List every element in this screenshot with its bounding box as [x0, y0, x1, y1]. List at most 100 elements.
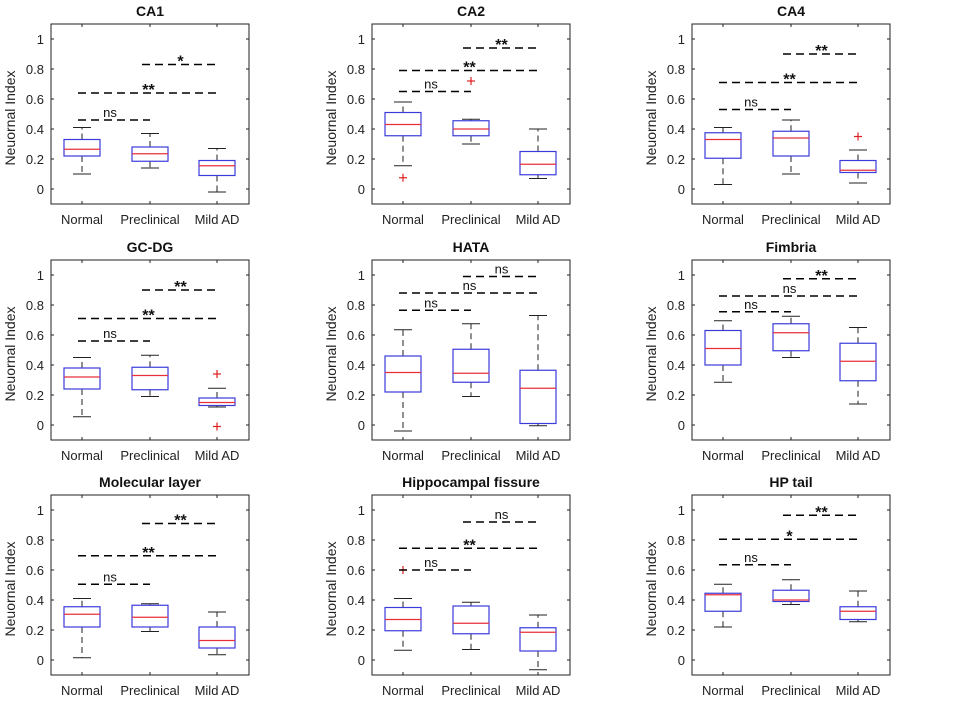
box-normal [384, 101, 422, 182]
boxplot-panel: CA1 0 0.2 0.4 0.6 0.8 1 Neuornal Index Normal Pre… [2, 3, 250, 227]
box-preclinical [772, 119, 810, 175]
boxplot-panel: HP tail 0 0.2 0.4 0.6 0.8 1 Neuornal Index Norma… [643, 474, 891, 698]
axes-frame [691, 23, 891, 205]
x-tick-label: Normal [61, 212, 103, 227]
y-tick-label: 0.4 [26, 358, 44, 373]
x-tick-label: Mild AD [195, 212, 240, 227]
box-preclinical [452, 601, 490, 650]
x-tick-label: Normal [382, 683, 424, 698]
x-tick-label: Normal [702, 448, 744, 463]
x-tick-label: Preclinical [761, 683, 820, 698]
axes-frame [50, 259, 250, 441]
significance-label: ns [424, 555, 438, 570]
x-tick-label: Preclinical [761, 448, 820, 463]
x-tick-label: Normal [61, 448, 103, 463]
x-tick-label: Mild AD [836, 448, 881, 463]
panel-title: CA1 [136, 3, 164, 19]
box-preclinical [131, 603, 169, 632]
box-preclinical [452, 77, 490, 145]
y-tick-label: 0.2 [347, 152, 365, 167]
iqr-box [519, 369, 557, 425]
x-tick-label: Preclinical [761, 212, 820, 227]
y-tick-label: 0.8 [347, 62, 365, 77]
y-tick-label: 0.6 [667, 328, 685, 343]
iqr-box [198, 159, 236, 177]
y-tick-label: 0.4 [26, 122, 44, 137]
significance-label: * [786, 528, 793, 545]
y-tick-label: 0 [358, 182, 365, 197]
iqr-box [452, 605, 490, 635]
box-mild-ad [839, 590, 877, 623]
x-tick-label: Preclinical [120, 683, 179, 698]
significance-label: * [177, 54, 184, 71]
y-tick-label: 0.2 [667, 623, 685, 638]
y-tick-label: 0 [37, 653, 44, 668]
y-tick-label: 0.2 [26, 388, 44, 403]
panel-title: GC-DG [127, 239, 174, 255]
box-preclinical [131, 354, 169, 397]
box-normal [384, 566, 422, 651]
iqr-box [704, 329, 742, 366]
boxplot-panel: HATA 0 0.2 0.4 0.6 0.8 1 Neuornal Index Normal Pr… [323, 239, 571, 463]
significance-label: ns [424, 77, 438, 92]
y-tick-label: 0.8 [667, 298, 685, 313]
y-tick-label: 0.8 [26, 533, 44, 548]
y-axis-label: Neuornal Index [2, 71, 18, 166]
significance-label: ** [463, 537, 476, 554]
y-tick-label: 0.6 [26, 328, 44, 343]
box-normal [63, 598, 101, 659]
y-tick-label: 0.6 [347, 328, 365, 343]
y-axis-label: Neuornal Index [2, 307, 18, 402]
y-axis-label: Neuornal Index [323, 542, 339, 637]
box-normal [704, 320, 742, 383]
y-tick-label: 0.4 [667, 593, 685, 608]
y-tick-label: 1 [37, 503, 44, 518]
significance-label: ** [142, 545, 155, 562]
box-mild-ad [839, 327, 877, 405]
y-tick-label: 0.2 [347, 623, 365, 638]
y-tick-label: 0.2 [667, 152, 685, 167]
y-axis-label: Neuornal Index [323, 71, 339, 166]
y-tick-label: 0.8 [26, 62, 44, 77]
outlier-marker [854, 132, 862, 141]
y-tick-label: 0.6 [347, 563, 365, 578]
significance-label: ns [783, 281, 797, 296]
x-tick-label: Preclinical [120, 212, 179, 227]
x-tick-label: Normal [382, 212, 424, 227]
y-tick-label: 0.8 [667, 62, 685, 77]
iqr-box [704, 592, 742, 612]
y-tick-label: 0 [37, 418, 44, 433]
x-tick-label: Mild AD [836, 683, 881, 698]
iqr-box [63, 367, 101, 390]
box-mild-ad [198, 611, 236, 656]
box-preclinical [452, 323, 490, 397]
y-tick-label: 0 [358, 418, 365, 433]
iqr-box [131, 366, 169, 391]
iqr-box [839, 342, 877, 382]
significance-label: ns [103, 326, 117, 341]
iqr-box [63, 138, 101, 157]
y-tick-label: 0.4 [26, 593, 44, 608]
significance-label: ns [463, 278, 477, 293]
boxplot-panel: CA2 0 0.2 0.4 0.6 0.8 1 Neuornal Index Normal Pre… [323, 3, 571, 227]
y-tick-label: 1 [678, 503, 685, 518]
x-tick-label: Preclinical [441, 212, 500, 227]
y-axis-label: Neuornal Index [643, 307, 659, 402]
boxplot-panel: Fimbria 0 0.2 0.4 0.6 0.8 1 Neuornal Index Norma… [643, 239, 891, 463]
panel-title: HP tail [769, 474, 812, 490]
x-tick-label: Normal [702, 212, 744, 227]
y-tick-label: 0.8 [667, 533, 685, 548]
significance-label: ** [815, 268, 828, 285]
y-tick-label: 0.4 [347, 358, 365, 373]
outlier-marker [213, 422, 221, 431]
significance-label: ** [174, 279, 187, 296]
iqr-box [839, 159, 877, 174]
significance-label: ns [744, 297, 758, 312]
axes-frame [50, 23, 250, 205]
y-tick-label: 0 [37, 182, 44, 197]
boxplot-panel: Molecular layer 0 0.2 0.4 0.6 0.8 1 Neuornal In… [2, 474, 250, 698]
y-axis-label: Neuornal Index [643, 71, 659, 166]
y-tick-label: 0.2 [26, 152, 44, 167]
significance-label: ns [424, 295, 438, 310]
y-tick-label: 0.2 [667, 388, 685, 403]
